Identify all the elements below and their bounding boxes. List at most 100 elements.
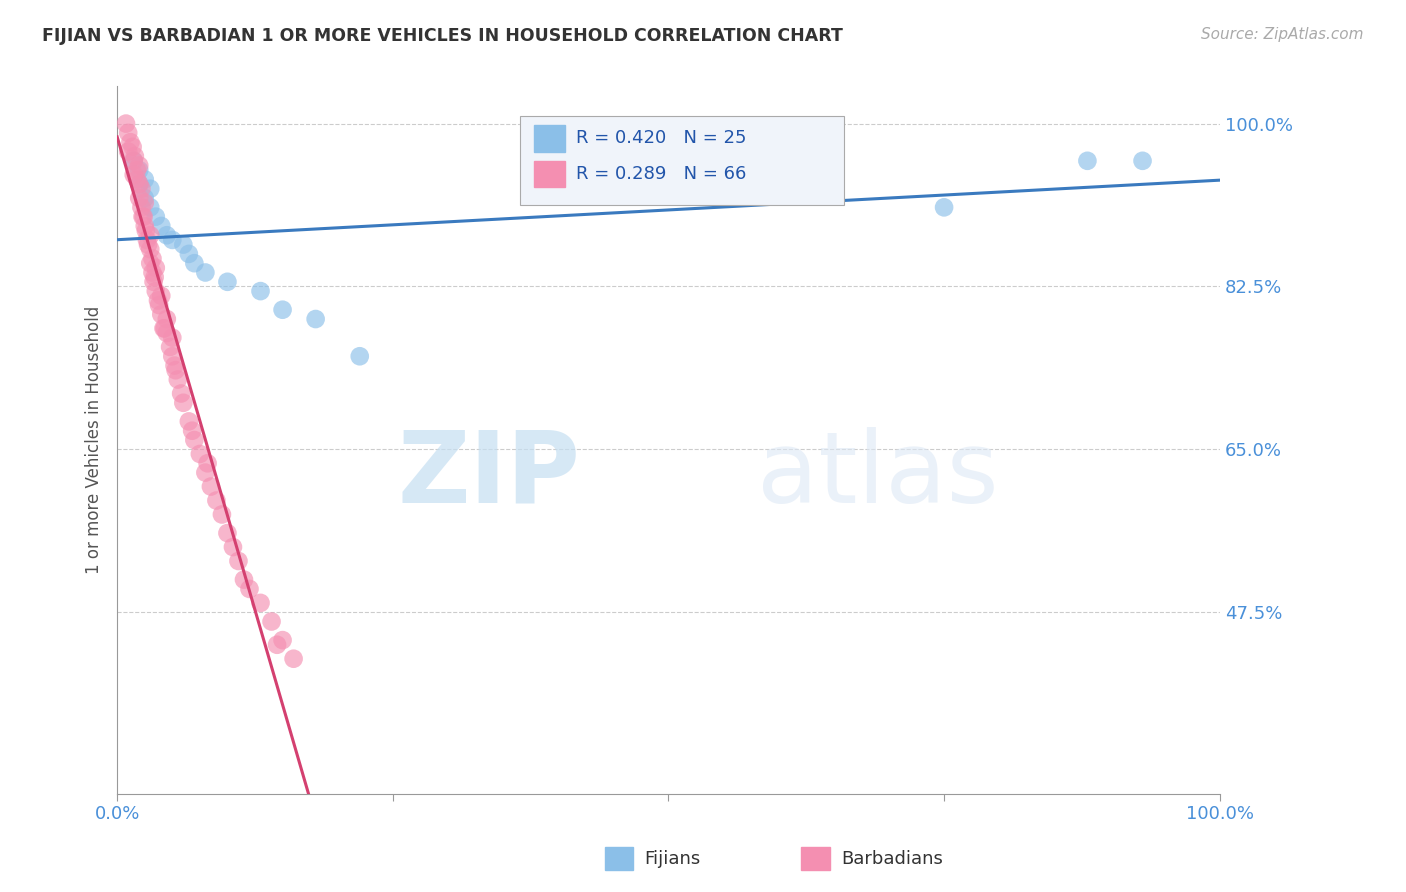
- Point: [249, 284, 271, 298]
- Point: [162, 331, 184, 345]
- Point: [181, 424, 204, 438]
- Point: [217, 526, 239, 541]
- Point: [172, 237, 194, 252]
- Point: [194, 265, 217, 279]
- Point: [128, 177, 150, 191]
- Point: [139, 182, 162, 196]
- Point: [124, 149, 146, 163]
- Text: Source: ZipAtlas.com: Source: ZipAtlas.com: [1201, 27, 1364, 42]
- Point: [131, 210, 153, 224]
- Point: [139, 228, 162, 243]
- Point: [166, 372, 188, 386]
- Point: [141, 265, 163, 279]
- Point: [228, 554, 250, 568]
- Point: [136, 237, 159, 252]
- Point: [260, 615, 283, 629]
- Text: FIJIAN VS BARBADIAN 1 OR MORE VEHICLES IN HOUSEHOLD CORRELATION CHART: FIJIAN VS BARBADIAN 1 OR MORE VEHICLES I…: [42, 27, 844, 45]
- Point: [136, 233, 159, 247]
- Point: [128, 191, 150, 205]
- Point: [932, 200, 955, 214]
- Point: [159, 340, 181, 354]
- Point: [266, 638, 288, 652]
- Point: [128, 159, 150, 173]
- Point: [177, 247, 200, 261]
- Point: [170, 386, 193, 401]
- Text: atlas: atlas: [756, 427, 998, 524]
- Point: [188, 447, 211, 461]
- Point: [120, 135, 142, 149]
- Text: Fijians: Fijians: [644, 849, 700, 868]
- Point: [134, 195, 156, 210]
- Point: [122, 153, 145, 168]
- Point: [145, 260, 167, 275]
- Point: [205, 493, 228, 508]
- Point: [183, 433, 205, 447]
- Point: [183, 256, 205, 270]
- Point: [148, 298, 170, 312]
- Point: [211, 508, 233, 522]
- Point: [152, 321, 174, 335]
- Point: [128, 177, 150, 191]
- Point: [143, 270, 166, 285]
- Point: [165, 363, 187, 377]
- Point: [349, 349, 371, 363]
- Point: [156, 326, 179, 340]
- Y-axis label: 1 or more Vehicles in Household: 1 or more Vehicles in Household: [86, 306, 103, 574]
- Point: [177, 414, 200, 428]
- Point: [150, 289, 173, 303]
- Point: [122, 168, 145, 182]
- Point: [134, 219, 156, 233]
- Point: [238, 582, 260, 596]
- Point: [150, 219, 173, 233]
- Point: [139, 242, 162, 256]
- Point: [304, 312, 326, 326]
- Point: [125, 163, 148, 178]
- Point: [249, 596, 271, 610]
- Point: [135, 224, 157, 238]
- Point: [172, 396, 194, 410]
- Point: [162, 349, 184, 363]
- Text: R = 0.420   N = 25: R = 0.420 N = 25: [576, 129, 747, 147]
- Point: [153, 321, 176, 335]
- Point: [271, 633, 294, 648]
- Point: [139, 256, 162, 270]
- Point: [194, 466, 217, 480]
- Point: [145, 284, 167, 298]
- Point: [142, 275, 165, 289]
- Point: [146, 293, 169, 308]
- Point: [156, 228, 179, 243]
- Point: [150, 307, 173, 321]
- Point: [823, 163, 845, 178]
- Point: [132, 210, 155, 224]
- Point: [162, 233, 184, 247]
- Text: R = 0.289   N = 66: R = 0.289 N = 66: [576, 165, 747, 183]
- Point: [134, 172, 156, 186]
- Point: [131, 182, 153, 196]
- Point: [156, 312, 179, 326]
- Point: [222, 540, 245, 554]
- Point: [200, 479, 222, 493]
- Text: ZIP: ZIP: [398, 427, 581, 524]
- Point: [139, 200, 162, 214]
- Point: [217, 275, 239, 289]
- Point: [145, 210, 167, 224]
- Point: [1132, 153, 1154, 168]
- Point: [117, 145, 139, 159]
- Point: [131, 200, 153, 214]
- Point: [1076, 153, 1098, 168]
- Text: Barbadians: Barbadians: [841, 849, 942, 868]
- Point: [271, 302, 294, 317]
- Point: [128, 163, 150, 178]
- Point: [713, 182, 735, 196]
- Point: [141, 252, 163, 266]
- Point: [233, 573, 256, 587]
- Point: [197, 456, 219, 470]
- Point: [121, 140, 143, 154]
- Point: [125, 172, 148, 186]
- Point: [283, 651, 305, 665]
- Point: [122, 153, 145, 168]
- Point: [134, 191, 156, 205]
- Point: [117, 126, 139, 140]
- Point: [115, 117, 138, 131]
- Point: [163, 359, 186, 373]
